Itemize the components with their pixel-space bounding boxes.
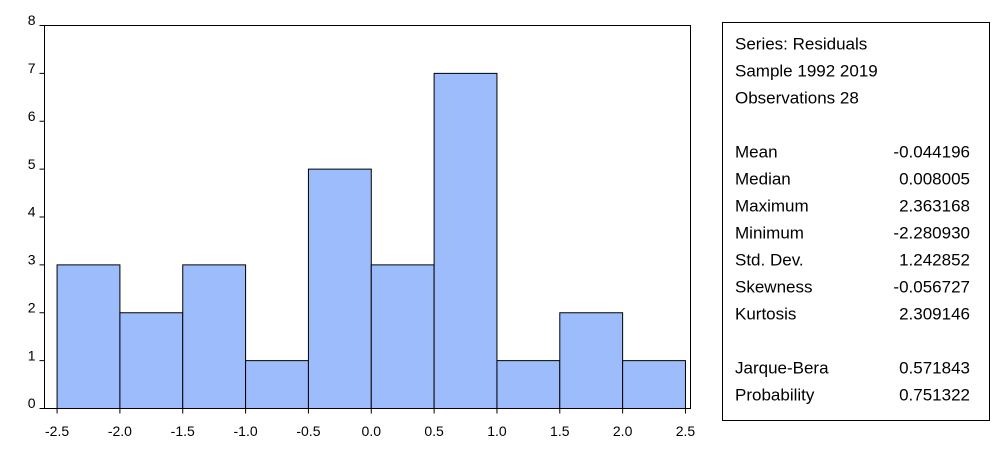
bar — [496, 360, 561, 409]
y-tick-label: 5 — [28, 156, 36, 172]
stat-value: 2.309146 — [899, 304, 970, 323]
bar — [56, 264, 121, 409]
bar — [559, 312, 624, 409]
stat-label: Kurtosis — [735, 304, 796, 323]
x-tick-label: -1.5 — [171, 423, 195, 439]
x-tick-label: 0.5 — [424, 423, 444, 439]
stat-label: Mean — [735, 142, 778, 161]
stat-value: -2.280930 — [893, 223, 970, 242]
bar — [182, 264, 247, 409]
x-tick-label: -1.0 — [234, 423, 258, 439]
x-tick-label: -2.5 — [45, 423, 69, 439]
stats-box — [722, 22, 990, 421]
x-tick-label: 1.5 — [550, 423, 570, 439]
x-tick-label: -0.5 — [296, 423, 320, 439]
stat-label: Median — [735, 169, 791, 188]
stats-header: Observations 28 — [735, 88, 859, 107]
y-tick-label: 8 — [28, 12, 36, 28]
bar — [119, 312, 184, 409]
bar — [622, 360, 686, 409]
bar — [433, 72, 498, 409]
bar — [370, 264, 435, 409]
stat-label: Maximum — [735, 196, 809, 215]
y-tick-label: 0 — [28, 395, 36, 411]
stat-value: 0.008005 — [899, 169, 970, 188]
stats-header: Sample 1992 2019 — [735, 61, 878, 80]
x-tick-label: -2.0 — [108, 423, 132, 439]
y-tick-label: 3 — [28, 252, 36, 268]
stat-label: Skewness — [735, 277, 812, 296]
stat-label: Std. Dev. — [735, 250, 804, 269]
y-tick-label: 4 — [28, 204, 36, 220]
stat-value: -0.044196 — [893, 142, 970, 161]
stat-label: Jarque-Bera — [735, 358, 829, 377]
stat-value: -0.056727 — [893, 277, 970, 296]
stat-value: 0.751322 — [899, 385, 970, 404]
x-tick-label: 2.5 — [676, 423, 696, 439]
y-tick-label: 6 — [28, 108, 36, 124]
x-tick-label: 1.0 — [487, 423, 507, 439]
stat-value: 2.363168 — [899, 196, 970, 215]
stat-value: 0.571843 — [899, 358, 970, 377]
y-tick-label: 1 — [28, 347, 36, 363]
stat-label: Minimum — [735, 223, 804, 242]
y-tick-label: 7 — [28, 60, 36, 76]
stat-label: Probability — [735, 385, 815, 404]
stat-value: 1.242852 — [899, 250, 970, 269]
x-tick-label: 2.0 — [613, 423, 633, 439]
y-tick-label: 2 — [28, 299, 36, 315]
bar — [307, 168, 372, 409]
bar — [245, 360, 309, 409]
x-tick-label: 0.0 — [362, 423, 382, 439]
stats-header: Series: Residuals — [735, 34, 867, 53]
